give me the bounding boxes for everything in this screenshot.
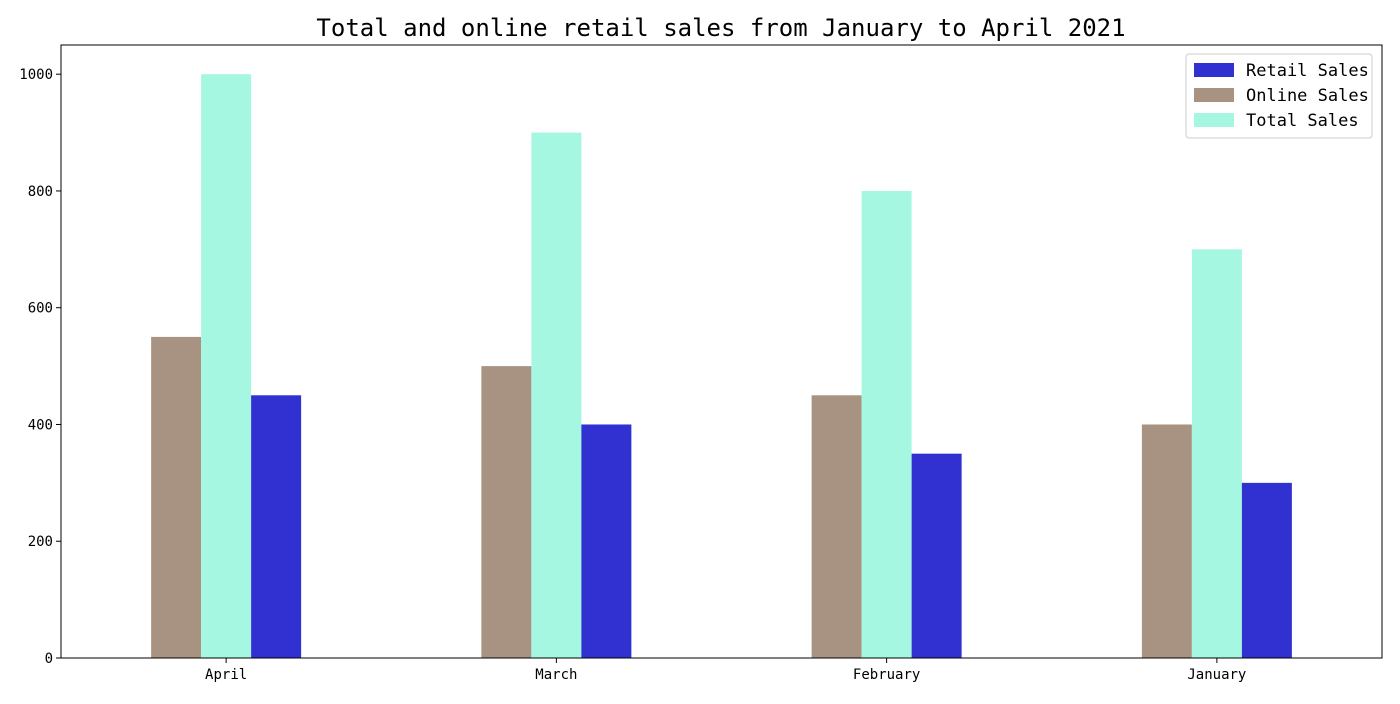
y-tick-label: 1000: [19, 67, 53, 83]
axes-layer: April March February January 0 200 400 600 800 10…: [19, 44, 1383, 683]
bar-retail-sales-february: [911, 453, 962, 658]
x-tick-label: February: [853, 667, 920, 683]
legend: Retail Sales Online Sales Total Sales: [1185, 53, 1373, 139]
legend-label-online-sales: Online Sales: [1246, 86, 1369, 106]
bar-online-sales-april: [151, 336, 202, 658]
y-tick-label: 800: [28, 184, 53, 200]
bar-online-sales-february: [811, 395, 862, 658]
y-tick-label: 200: [28, 534, 53, 550]
legend-swatch-retail-sales: [1194, 63, 1234, 77]
bar-total-sales-march: [531, 132, 582, 659]
bar-online-sales-march: [481, 366, 532, 658]
legend-label-retail-sales: Retail Sales: [1246, 61, 1369, 81]
bar-online-sales-january: [1141, 424, 1192, 658]
x-tick-label: March: [535, 667, 577, 683]
plot-frame: [60, 44, 1383, 659]
y-tick-label: 400: [28, 417, 53, 433]
bar-retail-sales-march: [581, 424, 632, 658]
y-tick-label: 600: [28, 301, 53, 317]
bar-retail-sales-january: [1241, 482, 1292, 658]
legend-swatch-online-sales: [1194, 88, 1234, 102]
bar-total-sales-april: [201, 74, 252, 658]
bar-total-sales-january: [1191, 249, 1242, 659]
legend-swatch-total-sales: [1194, 113, 1234, 127]
legend-label-total-sales: Total Sales: [1246, 111, 1359, 131]
bars-layer: [151, 74, 1292, 659]
y-tick-label: 0: [45, 651, 53, 667]
x-tick-label: January: [1187, 667, 1246, 683]
chart-title: Total and online retail sales from Janua…: [316, 14, 1125, 42]
bar-retail-sales-april: [251, 395, 302, 658]
bar-total-sales-february: [861, 190, 912, 658]
x-tick-label: April: [205, 667, 247, 683]
